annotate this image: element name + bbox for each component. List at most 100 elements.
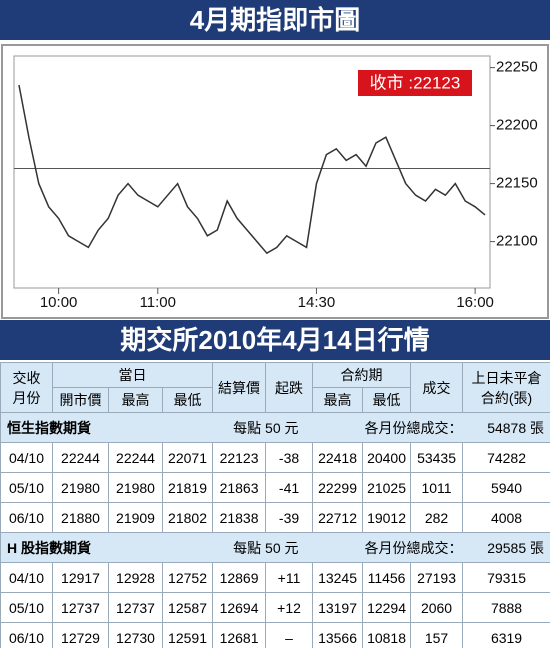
- value-cell: +11: [265, 562, 314, 593]
- value-cell: 12917: [52, 562, 109, 593]
- value-cell: 21838: [212, 502, 267, 533]
- section-unit: 每點 50 元: [212, 412, 313, 443]
- value-cell: 13245: [312, 562, 364, 593]
- value-cell: 12587: [161, 592, 214, 623]
- quote-table: 交收 月份 當日 結算價 起跌 合約期 成交 上日未平倉 合約(張) 開市價 最高 最低 最高 最低 恒生指…: [0, 362, 550, 648]
- value-cell: 22418: [312, 442, 364, 473]
- annotation: 收市 :22123: [370, 73, 461, 92]
- month-cell: 05/10: [0, 472, 53, 503]
- value-cell: 21802: [161, 502, 214, 533]
- value-cell: -39: [265, 502, 314, 533]
- header-cell: 合約期: [312, 362, 412, 388]
- value-cell: 20400: [362, 442, 412, 473]
- section-name: 恒生指數期貨: [0, 412, 213, 443]
- header-cell: 當日: [51, 362, 214, 388]
- header-cell: 結算價: [212, 362, 267, 413]
- chart-title: 4月期指即市圖: [0, 0, 550, 40]
- value-cell: 22123: [212, 442, 267, 473]
- section-name: H 股指數期貨: [0, 532, 213, 563]
- value-cell: 12694: [212, 592, 267, 623]
- month-cell: 05/10: [0, 592, 53, 623]
- y-tick-label: 22200: [496, 117, 538, 134]
- header-cell: 最高: [312, 387, 364, 413]
- value-cell: 21980: [108, 472, 163, 503]
- value-cell: 22071: [161, 442, 214, 473]
- y-tick-label: 22150: [496, 175, 538, 192]
- y-tick-label: 22250: [496, 59, 538, 76]
- value-cell: 12591: [161, 622, 214, 648]
- value-cell: -38: [265, 442, 314, 473]
- value-cell: 22299: [312, 472, 364, 503]
- month-cell: 04/10: [0, 442, 53, 473]
- header-text: 上日未平倉: [471, 369, 542, 386]
- header-cell: 最低: [161, 387, 214, 413]
- header-cell: 起跌: [265, 362, 314, 413]
- month-cell: 06/10: [0, 622, 53, 648]
- value-cell: 21980: [52, 472, 109, 503]
- header-cell: 最低: [362, 387, 412, 413]
- value-cell: 21909: [108, 502, 163, 533]
- section-total-label: 各月份總成交：: [312, 532, 463, 563]
- month-cell: 06/10: [0, 502, 53, 533]
- value-cell: 5940: [462, 472, 550, 503]
- header-cell: 上日未平倉合約(張): [462, 362, 550, 413]
- x-tick-label: 10:00: [40, 294, 78, 311]
- price-line: [18, 84, 486, 255]
- value-cell: 21819: [161, 472, 214, 503]
- value-cell: 21863: [212, 472, 267, 503]
- chart: 22100 22150 22200 22250 10:00 11:00 14:30 16:00…: [1, 44, 549, 319]
- value-cell: 12752: [161, 562, 214, 593]
- value-cell: 13197: [312, 592, 364, 623]
- month-cell: 04/10: [0, 562, 53, 593]
- value-cell: –: [265, 622, 314, 648]
- value-cell: 12928: [108, 562, 163, 593]
- x-tick-label: 16:00: [456, 294, 494, 311]
- value-cell: 11456: [362, 562, 412, 593]
- y-tick-label: 22100: [496, 233, 538, 250]
- value-cell: 74282: [462, 442, 550, 473]
- value-cell: 12737: [52, 592, 109, 623]
- value-cell: 12869: [212, 562, 267, 593]
- value-cell: 22244: [108, 442, 163, 473]
- value-cell: 7888: [462, 592, 550, 623]
- value-cell: 22244: [52, 442, 109, 473]
- value-cell: 12294: [362, 592, 412, 623]
- value-cell: 6319: [462, 622, 550, 648]
- section-total-label: 各月份總成交：: [312, 412, 463, 443]
- value-cell: 12681: [212, 622, 267, 648]
- value-cell: 21025: [362, 472, 412, 503]
- section-total: 29585 張: [462, 532, 550, 563]
- value-cell: 19012: [362, 502, 412, 533]
- value-cell: 13566: [312, 622, 364, 648]
- value-cell: 21880: [52, 502, 109, 533]
- value-cell: 157: [410, 622, 464, 648]
- header-cell: 成交: [410, 362, 464, 413]
- x-tick-label: 14:30: [298, 294, 336, 311]
- value-cell: 1011: [410, 472, 464, 503]
- header-text: 月份: [12, 389, 41, 406]
- section-unit: 每點 50 元: [212, 532, 313, 563]
- value-cell: 10818: [362, 622, 412, 648]
- value-cell: 4008: [462, 502, 550, 533]
- value-cell: 282: [410, 502, 464, 533]
- value-cell: 12730: [108, 622, 163, 648]
- value-cell: 22712: [312, 502, 364, 533]
- value-cell: 2060: [410, 592, 464, 623]
- table-title: 期交所2010年4月14日行情: [0, 320, 550, 360]
- header-cell: 最高: [108, 387, 163, 413]
- value-cell: 12737: [108, 592, 163, 623]
- header-cell: 交收 月份: [0, 362, 53, 413]
- section-total: 54878 張: [462, 412, 550, 443]
- header-cell: 開市價: [52, 387, 109, 413]
- header-text: 合約(張): [480, 389, 533, 406]
- value-cell: 27193: [410, 562, 464, 593]
- header-text: 交收: [12, 369, 41, 386]
- value-cell: -41: [265, 472, 314, 503]
- value-cell: 79315: [462, 562, 550, 593]
- x-tick-label: 11:00: [140, 294, 176, 311]
- annotation-box: [358, 70, 472, 96]
- value-cell: 53435: [410, 442, 464, 473]
- value-cell: +12: [265, 592, 314, 623]
- value-cell: 12729: [52, 622, 109, 648]
